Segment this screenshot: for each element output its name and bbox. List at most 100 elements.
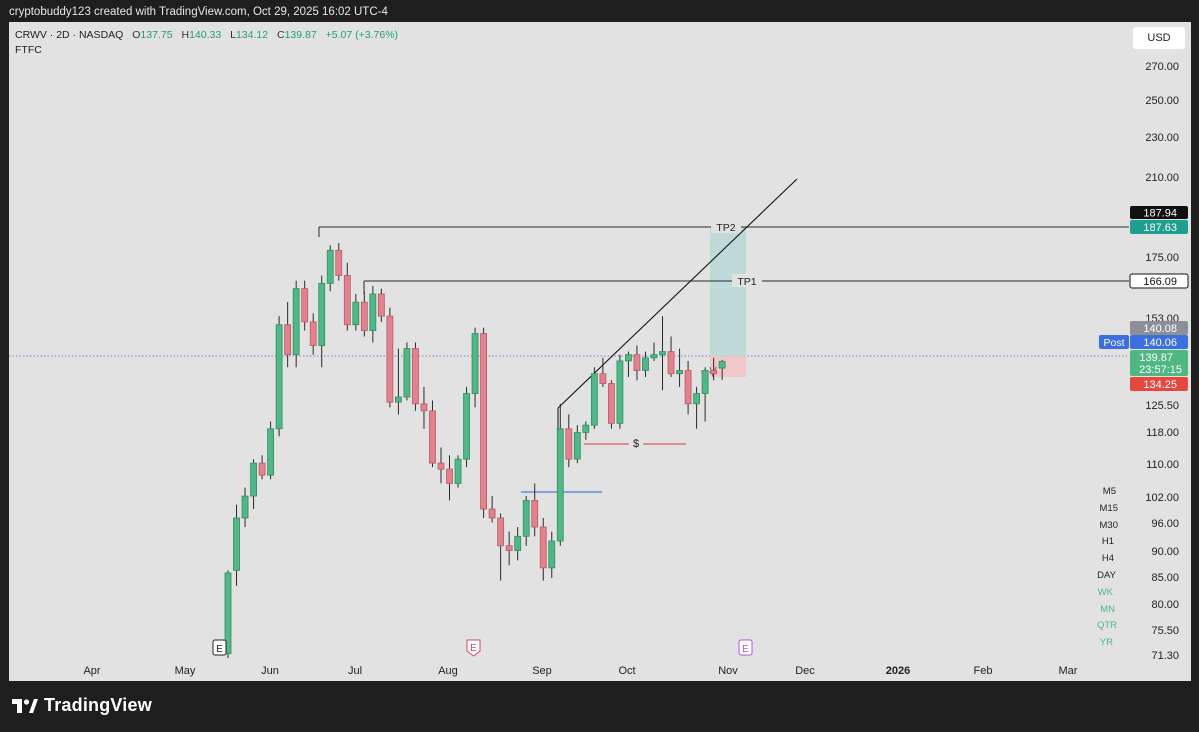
candle[interactable]: [224, 570, 232, 658]
candle-body-up: [318, 282, 326, 346]
candle[interactable]: [659, 316, 666, 391]
candle[interactable]: [633, 345, 641, 381]
timeframe-m15[interactable]: M15: [1100, 503, 1118, 514]
candle[interactable]: [718, 359, 726, 380]
candle[interactable]: [497, 513, 505, 581]
candle[interactable]: [565, 414, 573, 468]
candle[interactable]: [650, 342, 658, 361]
candle[interactable]: [684, 360, 692, 415]
trend-line[interactable]: [557, 178, 798, 409]
candle-body-down: [429, 410, 436, 464]
candle[interactable]: [548, 531, 556, 579]
candle[interactable]: [258, 455, 266, 480]
candle[interactable]: [522, 496, 530, 546]
candle[interactable]: [241, 487, 249, 528]
timeframe-wk[interactable]: WK: [1098, 587, 1114, 598]
price-chart[interactable]: TP2 TP1 $ E E E: [9, 22, 1191, 681]
candle[interactable]: [301, 280, 309, 331]
candle[interactable]: [642, 351, 649, 377]
candle[interactable]: [292, 280, 300, 368]
candle[interactable]: [412, 342, 419, 411]
candle[interactable]: [454, 455, 462, 488]
candle[interactable]: [275, 316, 283, 437]
candle[interactable]: [471, 327, 479, 408]
timeframe-m30[interactable]: M30: [1100, 520, 1118, 531]
timeframe-qtr[interactable]: QTR: [1097, 620, 1117, 631]
earnings-marker-1[interactable]: E: [212, 639, 227, 656]
candle[interactable]: [616, 354, 624, 429]
candle[interactable]: [505, 531, 513, 566]
candle[interactable]: [369, 285, 377, 343]
candle[interactable]: [386, 307, 394, 408]
candle[interactable]: [326, 245, 334, 292]
price-tick: 230.00: [1145, 132, 1179, 144]
candle[interactable]: [701, 367, 709, 422]
candle-body-up: [616, 360, 624, 424]
candle-body-down: [335, 249, 343, 276]
candles-group[interactable]: [224, 243, 726, 658]
candle[interactable]: [582, 421, 590, 440]
candle[interactable]: [360, 291, 368, 337]
timeframe-day[interactable]: DAY: [1097, 570, 1116, 581]
chart-panel[interactable]: CRWV · 2D · NASDAQ O137.75 H140.33 L134.…: [9, 22, 1191, 681]
timeframe-list[interactable]: M5 M15 M30 H1 H4 DAY WK MN QTR YR: [1097, 486, 1118, 648]
timeframe-mn[interactable]: MN: [1100, 604, 1115, 615]
candle[interactable]: [556, 403, 564, 546]
earnings-marker-2[interactable]: E: [466, 639, 481, 657]
candle-body-down: [377, 293, 385, 317]
candle-body-up: [718, 360, 726, 369]
candle-body-up: [250, 462, 257, 497]
price-tick: 270.00: [1145, 61, 1179, 73]
currency-button[interactable]: USD: [1133, 27, 1185, 49]
timeframe-h1[interactable]: H1: [1102, 536, 1114, 547]
candle[interactable]: [667, 336, 675, 377]
candle[interactable]: [693, 386, 700, 429]
candle[interactable]: [309, 313, 317, 355]
candle[interactable]: [233, 504, 240, 586]
tradingview-logo[interactable]: TradingView: [12, 695, 152, 716]
timeframe-yr[interactable]: YR: [1100, 637, 1113, 648]
candle-body-up: [403, 348, 411, 398]
earnings-marker-3[interactable]: E: [738, 639, 753, 656]
candle[interactable]: [488, 496, 496, 523]
post-price-label: [1130, 335, 1188, 349]
price-tick: 90.00: [1151, 546, 1179, 558]
candle-body-up: [241, 495, 249, 519]
timeframe-h4[interactable]: H4: [1102, 553, 1114, 564]
candle[interactable]: [590, 367, 598, 429]
target-zone[interactable]: [710, 227, 746, 356]
candle[interactable]: [429, 400, 436, 468]
candle-body-down: [599, 373, 607, 384]
candle[interactable]: [437, 447, 445, 484]
price-tick: 85.00: [1151, 572, 1179, 584]
time-axis[interactable]: Apr May Jun Jul Aug Sep Oct Nov Dec 2026…: [83, 665, 1077, 677]
candle[interactable]: [531, 483, 539, 537]
candle[interactable]: [608, 380, 615, 429]
candle[interactable]: [625, 351, 632, 377]
candle[interactable]: [284, 302, 292, 368]
candle[interactable]: [480, 327, 488, 518]
candle[interactable]: [352, 293, 360, 331]
candle[interactable]: [335, 243, 343, 281]
candle[interactable]: [514, 527, 522, 561]
candle[interactable]: [343, 262, 351, 331]
candle[interactable]: [267, 421, 275, 480]
candle[interactable]: [318, 275, 326, 368]
candle[interactable]: [710, 357, 718, 381]
candle[interactable]: [676, 348, 683, 387]
indicator-name[interactable]: FTFC: [15, 44, 42, 56]
candle-body-up: [590, 373, 598, 426]
candle[interactable]: [463, 386, 470, 468]
candle[interactable]: [250, 459, 257, 510]
candle[interactable]: [420, 386, 428, 429]
candle[interactable]: [539, 517, 547, 581]
candle-body-down: [412, 348, 419, 405]
candle[interactable]: [403, 342, 411, 401]
candle[interactable]: [394, 348, 402, 415]
candle[interactable]: [446, 455, 453, 501]
timeframe-m5[interactable]: M5: [1103, 486, 1116, 497]
price-axis[interactable]: 270.00 250.00 230.00 210.00 175.00 153.0…: [1145, 61, 1179, 662]
candle[interactable]: [573, 425, 581, 464]
candle[interactable]: [599, 357, 607, 387]
candle[interactable]: [377, 288, 385, 322]
